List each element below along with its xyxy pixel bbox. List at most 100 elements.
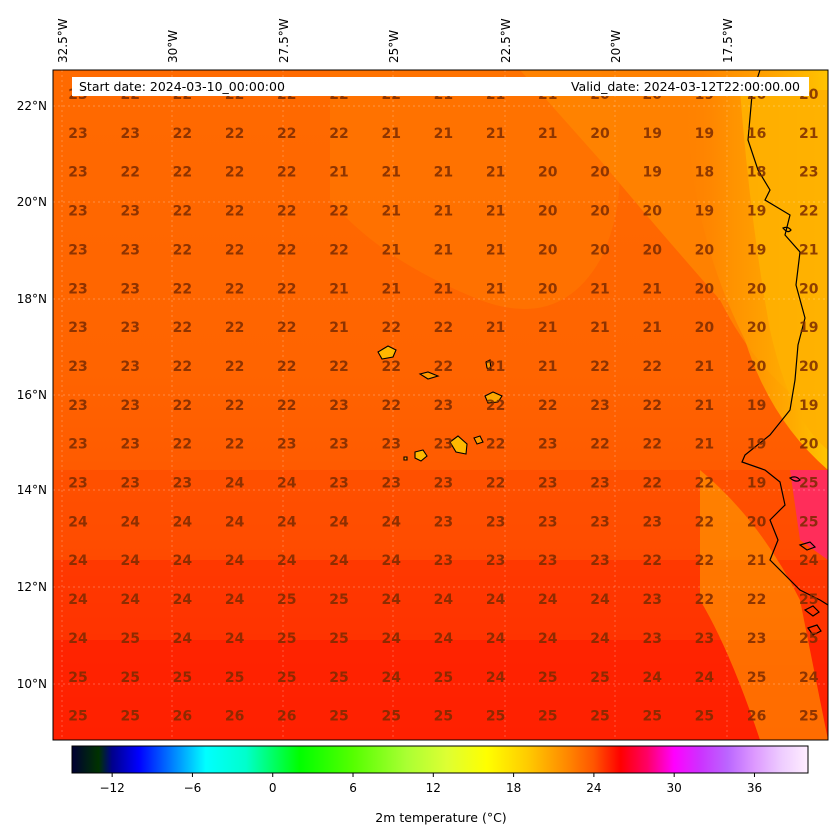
grid-value: 22	[277, 165, 296, 181]
grid-value: 24	[68, 553, 88, 569]
grid-value: 23	[277, 437, 296, 453]
grid-value: 25	[329, 709, 348, 725]
grid-value: 22	[695, 476, 714, 492]
grid-value: 19	[747, 437, 766, 453]
grid-value: 22	[486, 437, 505, 453]
grid-value: 22	[642, 398, 661, 414]
grid-value: 21	[695, 398, 714, 414]
lon-label-17-5w: 17.5°W	[721, 18, 735, 63]
grid-value: 26	[225, 709, 244, 725]
grid-value: 23	[747, 631, 766, 647]
grid-value: 23	[68, 165, 87, 181]
grid-value: 20	[747, 320, 767, 336]
grid-value: 22	[538, 398, 557, 414]
grid-value: 21	[486, 165, 505, 181]
grid-value: 24	[486, 592, 506, 608]
grid-value: 24	[590, 592, 610, 608]
grid-value: 21	[434, 281, 453, 297]
grid-value: 21	[799, 242, 818, 258]
grid-value: 23	[329, 437, 348, 453]
grid-value: 24	[173, 553, 193, 569]
grid-value: 24	[695, 670, 715, 686]
grid-value: 24	[120, 553, 140, 569]
grid-value: 23	[538, 553, 557, 569]
grid-value: 21	[381, 281, 400, 297]
grid-value: 24	[434, 592, 454, 608]
grid-value: 24	[799, 553, 819, 569]
grid-value: 22	[225, 204, 244, 220]
grid-value: 25	[173, 670, 192, 686]
grid-value: 22	[225, 359, 244, 375]
grid-value: 25	[590, 670, 609, 686]
lat-label-22n: 22°N	[17, 99, 47, 113]
grid-value: 23	[68, 476, 87, 492]
colorbar-tick-label: −6	[184, 781, 202, 795]
grid-value: 24	[120, 592, 140, 608]
grid-value: 25	[642, 709, 661, 725]
grid-value: 24	[381, 553, 401, 569]
grid-value: 23	[538, 437, 557, 453]
grid-value: 21	[799, 126, 818, 142]
grid-value: 24	[225, 553, 245, 569]
colorbar: −12 −6 0 6 12 18 24 30 36 2m temperature (°C)	[71, 745, 809, 825]
grid-value: 22	[695, 592, 714, 608]
grid-value: 24	[329, 553, 349, 569]
temperature-field	[53, 70, 828, 740]
grid-value: 23	[120, 437, 139, 453]
grid-value: 24	[381, 592, 401, 608]
grid-value: 25	[799, 476, 818, 492]
grid-value: 22	[225, 437, 244, 453]
grid-value: 23	[68, 359, 87, 375]
grid-value: 20	[642, 204, 662, 220]
grid-value: 25	[799, 709, 818, 725]
lon-label-30w: 30°W	[166, 30, 180, 63]
grid-value: 21	[381, 126, 400, 142]
grid-value: 19	[747, 204, 766, 220]
grid-value: 22	[642, 476, 661, 492]
grid-value: 23	[68, 126, 87, 142]
grid-value: 22	[277, 281, 296, 297]
lon-label-27-5w: 27.5°W	[277, 18, 291, 63]
grid-value: 24	[225, 592, 245, 608]
grid-value: 22	[329, 126, 348, 142]
grid-value: 24	[277, 553, 297, 569]
map-frame	[52, 69, 829, 741]
grid-value: 23	[486, 514, 505, 530]
grid-value: 21	[434, 204, 453, 220]
grid-value: 24	[173, 631, 193, 647]
colorbar-tick-label: 18	[506, 781, 521, 795]
temperature-value-grid: 23 22 22 22 22 22 22 21 21 21 20 20 19 20 20 23 23 22 22 22…	[68, 87, 819, 725]
grid-value: 23	[120, 204, 139, 220]
grid-value: 25	[799, 592, 818, 608]
grid-value: 22	[695, 514, 714, 530]
grid-value: 19	[695, 204, 714, 220]
grid-value: 24	[329, 514, 349, 530]
grid-value: 23	[381, 476, 400, 492]
grid-value: 22	[642, 437, 661, 453]
grid-value: 22	[277, 359, 296, 375]
grid-value: 22	[434, 359, 453, 375]
grid-value: 22	[277, 126, 296, 142]
grid-value: 23	[120, 320, 139, 336]
grid-value: 22	[120, 165, 139, 181]
grid-value: 25	[434, 670, 453, 686]
lon-label-32-5w: 32.5°W	[56, 18, 70, 63]
coastline	[741, 70, 828, 636]
grid-value: 23	[434, 476, 453, 492]
colorbar-tick-label: −12	[99, 781, 124, 795]
grid-value: 22	[225, 165, 244, 181]
grid-value: 21	[486, 281, 505, 297]
grid-value: 22	[173, 437, 192, 453]
grid-value: 22	[225, 281, 244, 297]
grid-value: 24	[590, 631, 610, 647]
grid-value: 16	[747, 126, 766, 142]
lon-label-20w: 20°W	[609, 30, 623, 63]
grid-value: 24	[486, 631, 506, 647]
grid-value: 21	[538, 126, 557, 142]
grid-value: 21	[486, 204, 505, 220]
grid-value: 22	[747, 592, 766, 608]
grid-value: 26	[747, 709, 766, 725]
grid-value: 21	[538, 359, 557, 375]
grid-value: 23	[120, 242, 139, 258]
grid-value: 20	[590, 126, 610, 142]
